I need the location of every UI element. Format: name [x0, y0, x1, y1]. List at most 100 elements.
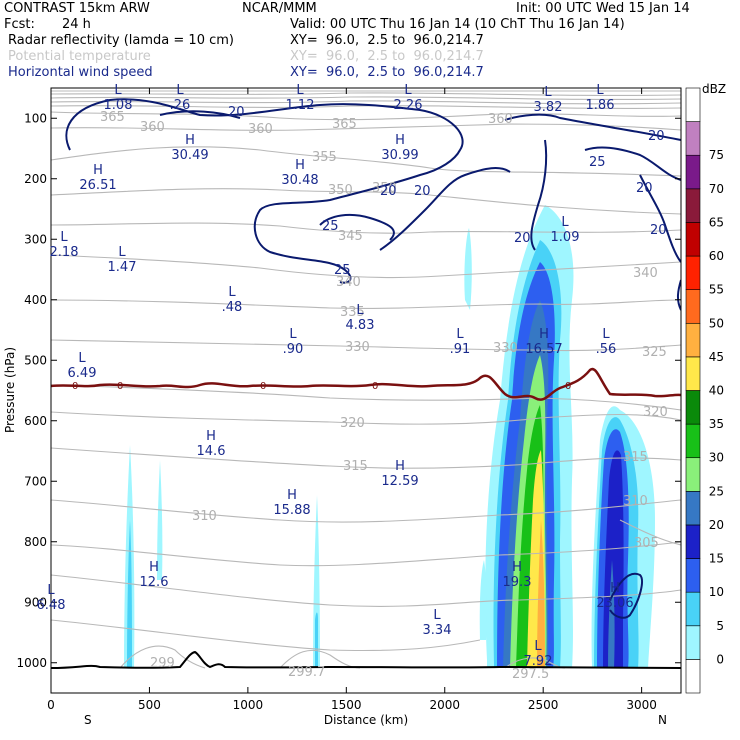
extremum-label: L3.82	[534, 85, 563, 115]
extremum-type: L	[596, 83, 604, 98]
theta-label: 360	[140, 120, 165, 135]
extremum-value: .26	[170, 98, 191, 113]
colorbar-swatch	[685, 491, 701, 526]
valid-time: Valid: 00 UTC Thu 16 Jan 14 (10 ChT Thu …	[290, 17, 625, 32]
extremum-type: L	[176, 83, 184, 98]
x-tick-label: 1000	[233, 698, 264, 712]
colorbar-label: 70	[709, 182, 724, 196]
extremum-value: .56	[596, 342, 617, 357]
center-name: NCAR/MMM	[242, 1, 317, 16]
theta-label: 315	[343, 459, 368, 474]
x-tick-label: 2000	[429, 698, 460, 712]
refl-blob-2100km-lower	[466, 262, 472, 290]
extremum-type: L	[356, 303, 364, 318]
extremum-type: L	[433, 608, 441, 623]
colorbar-label: 75	[709, 148, 724, 162]
y-tick-label: 500	[24, 353, 47, 367]
colorbar-swatch	[685, 222, 701, 257]
field-3-name: Horizontal wind speed	[8, 65, 153, 80]
theta-contour-top-band-2	[51, 92, 681, 97]
wind-contour-20-core	[379, 167, 511, 251]
theta-label: 330	[345, 340, 370, 355]
theta-contour-335	[51, 299, 681, 309]
x-tick-label: 500	[138, 698, 161, 712]
wind-label: 20	[648, 129, 665, 144]
extremum-label: H19.3	[503, 560, 532, 590]
colorbar-label: 35	[709, 417, 724, 431]
extremum-value: 1.86	[586, 98, 615, 113]
extremum-value: 1.47	[108, 260, 137, 275]
y-tick-label: 100	[24, 111, 47, 125]
colorbar-swatch	[685, 524, 701, 559]
field-1-name: Radar reflectivity (lamda = 10 cm)	[8, 33, 234, 48]
extremum-type: L	[544, 85, 552, 100]
field-1-xy: XY= 96.0, 2.5 to 96.0,214.7	[290, 33, 484, 48]
freezing-level-line	[51, 367, 681, 401]
theta-contour-320	[51, 411, 681, 425]
extremum-value: 1.09	[551, 230, 580, 245]
colorbar-swatch	[685, 457, 701, 492]
extremum-type: L	[78, 351, 86, 366]
colorbar-label: 30	[709, 451, 724, 465]
extremum-value: 2.18	[50, 245, 79, 260]
theta-contour-325	[51, 384, 681, 411]
extremum-label: L1.86	[586, 83, 615, 113]
theta-label: 320	[643, 405, 668, 420]
theta-contour-315	[51, 447, 681, 469]
terrain-line	[50, 650, 682, 669]
extremum-label: H30.99	[381, 133, 418, 163]
extremum-type: L	[602, 327, 610, 342]
x-tick-label: 2500	[528, 698, 559, 712]
extremum-type: H	[287, 488, 297, 503]
theta-label: 325	[642, 345, 667, 360]
extremum-value: 6.48	[37, 598, 66, 613]
extremum-value: 4.83	[346, 318, 375, 333]
extremum-type: L	[114, 83, 122, 98]
wind-label: 20	[636, 181, 653, 196]
x-axis-title: Distance (km)	[324, 713, 408, 727]
theta-label: 330	[493, 341, 518, 356]
extremum-label: L1.09	[551, 215, 580, 245]
extremum-label: L1.12	[286, 83, 315, 113]
extremum-value: 15.88	[273, 503, 310, 518]
freezing-labels: 0 0 0 0 0	[72, 381, 571, 392]
model-name: CONTRAST 15km ARW	[4, 1, 150, 16]
wind-contour-25-inner	[319, 213, 395, 241]
theta-contour-305b	[51, 574, 681, 607]
colorbar-swatch	[685, 188, 701, 223]
colorbar-swatch	[685, 390, 701, 425]
refl-column-1350km-10dbz	[315, 612, 318, 668]
endpoint-right: N	[658, 713, 667, 727]
x-tick-label: 1500	[331, 698, 362, 712]
extremum-value: 1.12	[286, 98, 315, 113]
y-tick-label: 1000	[16, 656, 47, 670]
extremum-value: 26.51	[79, 178, 116, 193]
extremum-value: 23.06	[596, 596, 633, 611]
refl-cell-second-20dbz	[603, 450, 624, 668]
colorbar-units: dBZ	[702, 82, 726, 96]
field-2-xy: XY= 96.0, 2.5 to 96.0,214.7	[290, 49, 484, 64]
extremum-value: 19.3	[503, 575, 532, 590]
wind-contour-20-right-sweep	[530, 139, 548, 251]
theta-contour-355	[51, 146, 681, 177]
wind-contour-20-low	[609, 572, 643, 619]
x-tick-label: 0	[47, 698, 55, 712]
refl-column-400km-10dbz	[127, 520, 132, 668]
theta-label: 365	[100, 110, 125, 125]
colorbar-swatch	[685, 423, 701, 459]
extrema-labels: L1.08L.26L1.12L2.26L3.82L1.86H30.49H30.9…	[37, 83, 634, 669]
extremum-type: H	[395, 459, 405, 474]
colorbar-swatch	[685, 154, 701, 190]
extremum-value: 14.6	[197, 444, 226, 459]
theta-contour-360	[51, 123, 681, 131]
wind-label: 20	[228, 105, 245, 120]
theta-label: 299.7	[288, 665, 325, 680]
extremum-value: 1.08	[104, 98, 133, 113]
plot-frame	[50, 87, 682, 694]
theta-contour-340	[51, 254, 681, 279]
extremum-label: H23.06	[596, 581, 633, 611]
colorbar-label: 20	[709, 518, 724, 532]
theta-label: 310	[192, 509, 217, 524]
